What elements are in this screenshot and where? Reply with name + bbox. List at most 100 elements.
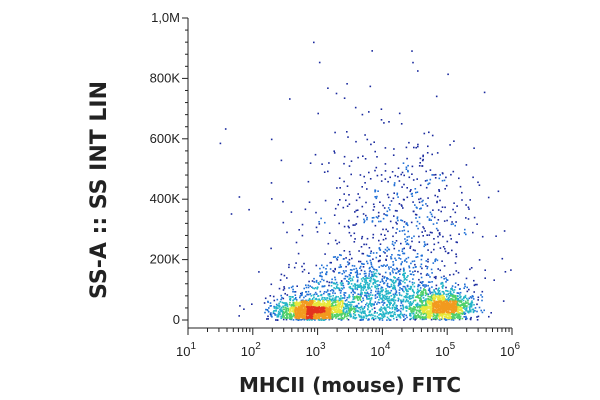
data-point [436, 303, 439, 306]
data-point [404, 281, 406, 284]
data-point [446, 307, 448, 309]
data-point [360, 306, 363, 308]
data-point [421, 165, 423, 167]
data-point [371, 316, 374, 319]
data-point [416, 256, 419, 258]
data-point [393, 286, 395, 288]
data-point [307, 301, 309, 304]
data-point [362, 266, 365, 268]
data-point [390, 285, 393, 288]
data-point [349, 311, 351, 313]
y-tick-label: 400K [150, 191, 181, 206]
data-point [389, 176, 391, 179]
data-point [329, 313, 331, 315]
data-point [386, 295, 388, 298]
data-point [400, 288, 403, 290]
data-point [329, 306, 331, 308]
data-point [362, 263, 364, 265]
data-point [448, 316, 450, 319]
data-point [307, 313, 309, 315]
data-point [454, 224, 456, 227]
data-point [357, 310, 360, 313]
data-point [410, 304, 413, 306]
data-point [436, 301, 439, 303]
data-point [370, 143, 372, 146]
data-point [278, 302, 280, 305]
data-point [303, 309, 305, 312]
data-point [440, 312, 442, 314]
data-point [410, 297, 413, 300]
data-point [344, 295, 346, 297]
data-point [320, 313, 323, 315]
data-point [429, 231, 432, 234]
data-point [469, 318, 472, 320]
data-point [389, 220, 392, 223]
data-point [339, 187, 341, 189]
data-point [393, 301, 396, 304]
data-point [321, 314, 324, 317]
data-point [266, 309, 269, 311]
data-point [360, 285, 362, 287]
data-point [360, 246, 363, 248]
data-point [334, 131, 336, 134]
data-point [326, 315, 329, 317]
data-point [409, 270, 411, 272]
data-point [403, 229, 406, 232]
data-point [421, 200, 423, 203]
data-point [353, 241, 356, 243]
data-point [416, 309, 419, 312]
data-point [355, 267, 358, 270]
data-point [372, 278, 375, 280]
data-point [309, 310, 312, 313]
data-point [495, 235, 497, 237]
data-point [432, 296, 434, 298]
data-point [294, 317, 297, 319]
data-point [334, 256, 337, 258]
data-point [425, 265, 427, 267]
data-point [402, 300, 404, 303]
data-point [294, 311, 297, 314]
data-point [396, 217, 399, 220]
data-point [351, 289, 354, 291]
data-point [360, 278, 363, 280]
data-point [334, 207, 337, 210]
data-point [423, 288, 425, 290]
data-point [451, 293, 453, 296]
data-point [394, 299, 397, 302]
data-point [429, 291, 431, 293]
data-point [356, 273, 359, 276]
data-point [281, 311, 284, 314]
data-point [356, 304, 358, 307]
data-point [372, 275, 375, 278]
data-point [400, 123, 403, 125]
data-point [346, 261, 349, 263]
data-point [373, 304, 375, 306]
data-point [315, 307, 318, 309]
data-point [280, 298, 282, 301]
data-point [395, 316, 398, 319]
data-point [409, 301, 412, 304]
data-point [304, 317, 307, 320]
data-point [403, 260, 406, 262]
data-point [394, 281, 396, 284]
data-point [275, 309, 277, 312]
data-point [374, 310, 376, 313]
data-point [411, 165, 414, 168]
data-point [331, 306, 334, 308]
data-point [313, 315, 316, 318]
data-point [417, 294, 419, 297]
data-point [373, 307, 376, 309]
data-point [314, 308, 317, 311]
data-point [333, 309, 336, 312]
data-point [308, 318, 310, 321]
data-point [288, 314, 291, 317]
data-point [432, 209, 434, 211]
data-point [294, 303, 297, 306]
data-point [433, 296, 435, 298]
data-point [279, 279, 282, 281]
data-point [440, 306, 443, 308]
data-point [304, 302, 306, 304]
data-point [383, 302, 386, 304]
data-point [411, 192, 413, 195]
data-point [417, 270, 419, 273]
